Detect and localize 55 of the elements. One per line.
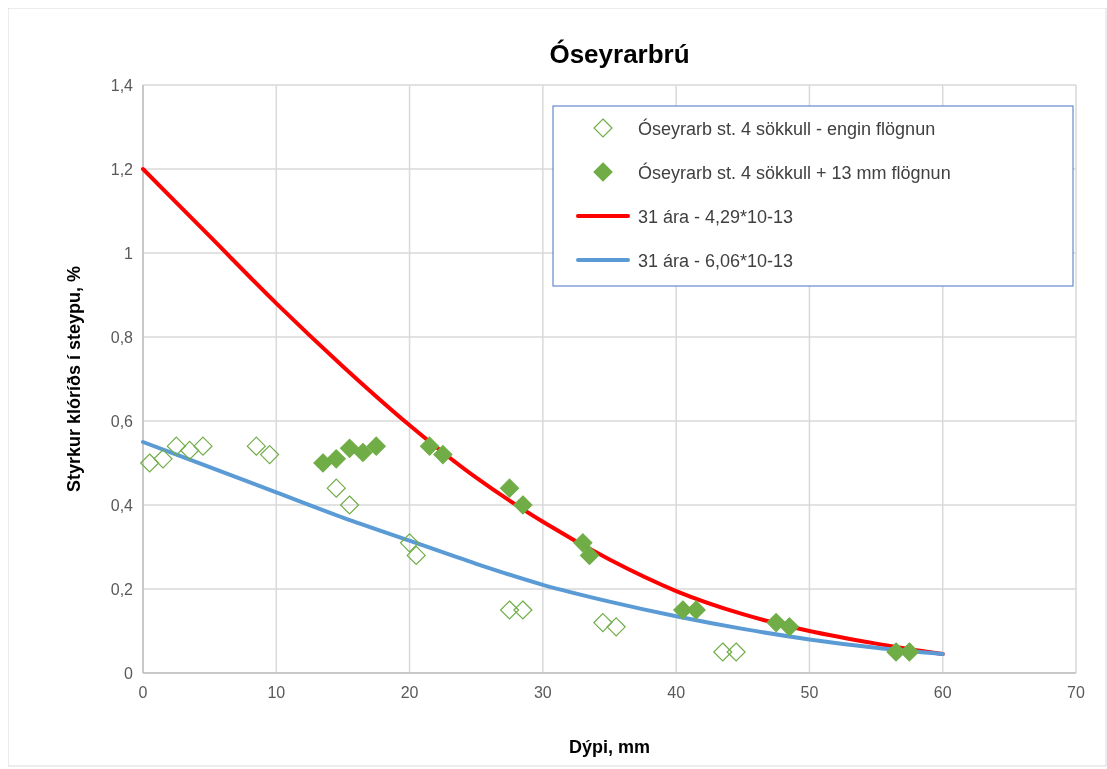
x-tick-label: 30 [533,684,552,701]
point [339,495,360,515]
y-axis-title: Styrkur klóríðs í steypu, % [64,265,84,493]
x-axis-title: Dýpi, mm [568,737,651,757]
point [779,617,800,637]
point [153,449,173,469]
x-tick-label: 40 [667,684,686,701]
point [339,438,360,458]
point [246,436,266,456]
y-tick-label: 0,6 [110,413,134,430]
point [686,600,706,620]
point [419,436,440,456]
point [899,642,919,662]
y-tick-label: 0,2 [110,581,134,598]
y-tick-label: 0 [124,665,134,682]
point [499,600,520,620]
x-tick-label: 10 [267,684,286,701]
point [326,449,346,469]
point [140,453,160,473]
point [180,440,200,460]
point [726,642,746,662]
point [573,533,593,553]
point [766,613,786,633]
x-tick-label: 50 [800,684,819,701]
point [406,545,426,565]
point [593,613,613,633]
x-tick-label: 70 [1067,684,1085,701]
chart-title: Óseyrarbrú [549,39,690,69]
x-tick-label: 0 [138,684,148,701]
y-tick-label: 1,2 [110,161,134,178]
legend-label: 31 ára - 4,29*10-13 [638,207,794,227]
point [433,445,453,465]
x-tick-label: 20 [400,684,419,701]
y-tick-label: 0,8 [110,329,134,346]
point [260,445,280,465]
point [513,600,533,620]
point [326,478,346,498]
x-tick-label: 60 [933,684,952,701]
point [353,442,373,463]
point [606,617,626,637]
point [366,436,386,456]
legend-label: Óseyrarb st. 4 sökkull + 13 mm flögnun [638,162,951,183]
y-tick-label: 1 [124,245,134,262]
point [399,533,420,553]
legend-label: 31 ára - 6,06*10-13 [638,251,794,271]
line-series [141,440,945,657]
point [166,436,186,456]
y-tick-label: 1,4 [110,77,134,94]
point [193,436,213,456]
legend-label: Óseyrarb st. 4 sökkull - engin flögnun [638,118,936,139]
point [579,545,600,565]
point [713,642,733,662]
point [513,495,533,515]
point [499,478,520,498]
y-tick-label: 0,4 [110,497,134,514]
